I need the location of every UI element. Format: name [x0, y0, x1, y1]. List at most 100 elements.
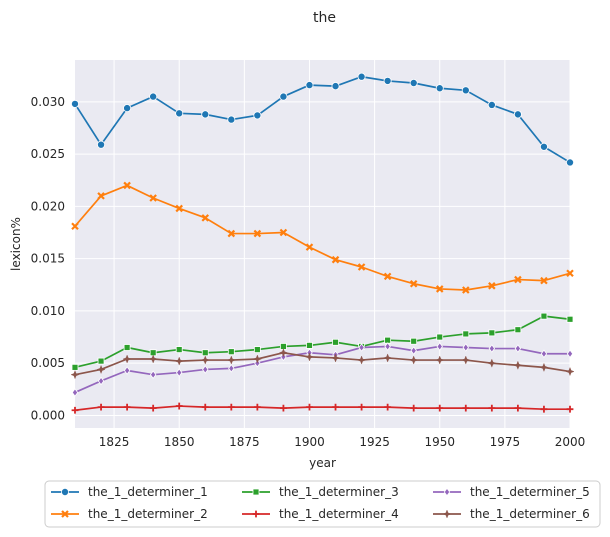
legend-item: the_1_determiner_3: [242, 485, 399, 499]
star-marker: [278, 348, 288, 358]
x-marker: [123, 181, 131, 190]
plus-marker: [123, 403, 131, 411]
star-marker: [442, 509, 452, 519]
circle-marker: [175, 109, 184, 118]
circle-marker: [539, 142, 548, 151]
diamond-marker: [71, 388, 79, 397]
x-tick-label: 1900: [294, 435, 325, 449]
x-axis-label: year: [309, 456, 336, 470]
legend-label: the_1_determiner_2: [88, 507, 208, 521]
circle-marker: [201, 110, 210, 119]
circle-marker: [357, 72, 366, 81]
y-tick-label: 0.025: [31, 147, 65, 161]
series-the_1_determiner_4: [71, 402, 574, 414]
x-marker: [383, 272, 392, 281]
star-marker: [174, 356, 184, 366]
plus-marker: [71, 406, 79, 414]
star-marker: [252, 354, 262, 364]
x-marker: [540, 276, 548, 285]
x-tick-label: 1875: [229, 435, 260, 449]
plus-marker: [436, 404, 444, 412]
square-marker: [436, 333, 444, 341]
y-tick-label: 0.015: [31, 252, 65, 266]
square-marker: [566, 315, 574, 323]
square-marker: [123, 344, 131, 351]
square-marker: [227, 348, 235, 356]
star-marker: [513, 360, 523, 370]
star-marker: [461, 355, 471, 365]
x-tick-label: 1975: [490, 435, 521, 449]
legend-label: the_1_determiner_3: [279, 485, 399, 499]
series-line: [74, 75, 571, 164]
plus-marker: [462, 404, 470, 412]
series-lines: [70, 72, 575, 414]
x-marker: [97, 192, 105, 200]
circle-marker: [123, 104, 132, 113]
series-line: [74, 351, 571, 376]
chart-title: the: [313, 10, 336, 26]
square-marker: [514, 326, 522, 334]
legend-label: the_1_determiner_1: [88, 485, 208, 499]
x-marker: [462, 286, 470, 294]
circle-marker: [279, 92, 288, 101]
star-marker: [435, 355, 445, 365]
legend-label: the_1_determiner_4: [279, 507, 399, 521]
square-marker: [462, 330, 470, 338]
series-line: [74, 405, 570, 412]
x-marker: [514, 275, 522, 284]
y-tick-label: 0.010: [31, 304, 65, 318]
star-marker: [409, 355, 419, 365]
diamond-marker: [410, 346, 417, 355]
x-marker: [71, 222, 79, 231]
square-marker: [488, 329, 496, 337]
diamond-marker: [176, 368, 183, 377]
square-marker: [540, 312, 548, 320]
series-the_1_determiner_1: [71, 72, 575, 167]
x-tick-label: 1950: [424, 435, 455, 449]
square-marker: [252, 488, 260, 496]
legend-item: the_1_determiner_2: [51, 507, 208, 521]
x-marker: [409, 279, 418, 288]
circle-marker: [383, 76, 392, 85]
plus-marker: [252, 510, 260, 518]
diamond-marker: [436, 342, 443, 351]
legend-label: the_1_determiner_6: [470, 507, 590, 521]
plus-marker: [201, 403, 209, 411]
x-marker: [201, 214, 210, 222]
circle-marker: [461, 86, 470, 95]
plus-marker: [227, 403, 235, 411]
plus-marker: [514, 404, 522, 412]
diamond-marker: [97, 376, 105, 386]
star-marker: [304, 352, 315, 362]
series-line: [74, 315, 571, 369]
legend-label: the_1_determiner_5: [470, 485, 590, 499]
legend-item: the_1_determiner_5: [433, 485, 590, 499]
diamond-marker: [540, 349, 548, 359]
diamond-marker: [358, 343, 365, 352]
series-the_1_determiner_6: [70, 348, 575, 380]
diamond-marker: [566, 349, 574, 359]
plus-marker: [97, 403, 105, 411]
x-marker: [227, 229, 236, 238]
series-the_1_determiner_2: [71, 181, 574, 294]
circle-marker: [227, 115, 236, 124]
star-marker: [200, 355, 210, 365]
diamond-marker: [202, 365, 209, 374]
square-marker: [332, 338, 339, 346]
diamond-marker: [384, 342, 391, 351]
circle-marker: [513, 110, 522, 119]
circle-marker: [305, 81, 314, 90]
legend-item: the_1_determiner_1: [51, 485, 208, 499]
plus-marker: [306, 403, 313, 411]
y-tick-label: 0.000: [31, 408, 65, 422]
square-marker: [97, 357, 105, 365]
x-marker: [279, 228, 288, 237]
star-marker: [565, 367, 575, 377]
star-marker: [148, 354, 158, 364]
x-tick-label: 1850: [164, 435, 195, 449]
legend-item: the_1_determiner_4: [242, 507, 399, 521]
diamond-marker: [123, 366, 131, 375]
plot-area: [75, 60, 570, 428]
x-marker: [331, 255, 340, 264]
